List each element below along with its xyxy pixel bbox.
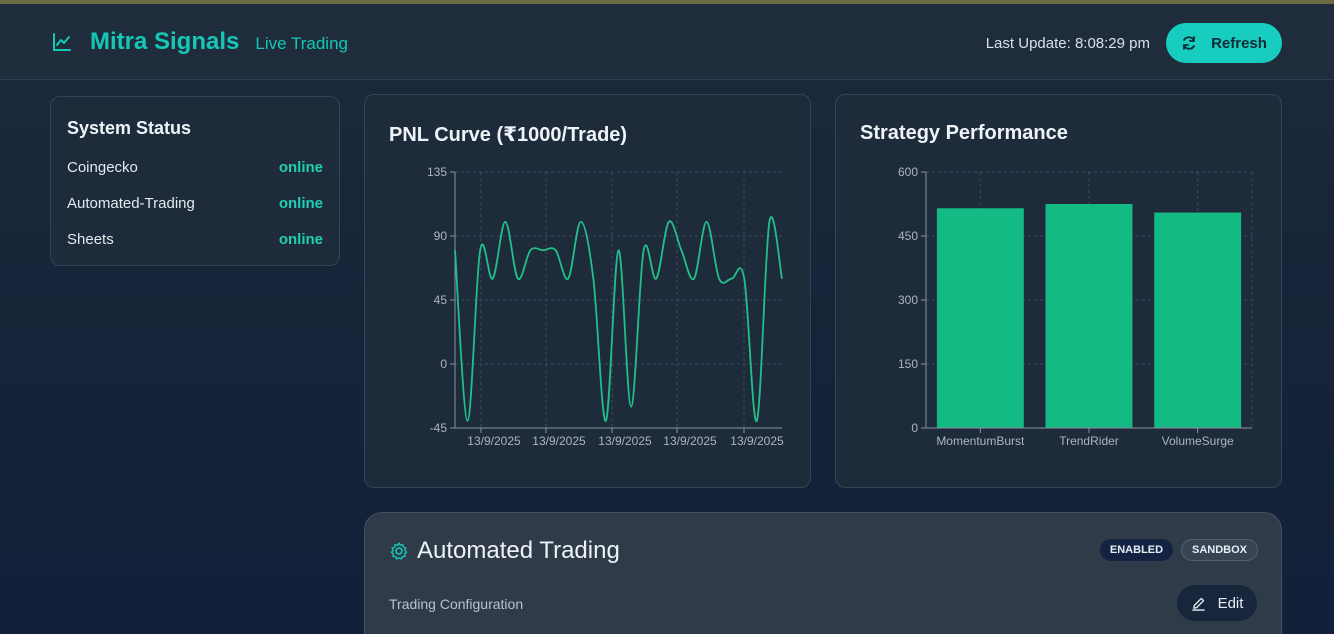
pencil-icon [1191, 597, 1205, 611]
x-tick-label: 13/9/2025 [532, 434, 586, 448]
service-state: online [278, 159, 323, 176]
pnl-curve-card: PNL Curve (₹1000/Trade) -45 0 45 90 135 13/9/… [364, 94, 811, 488]
y-tick-label: 135 [427, 165, 447, 179]
strategy-performance-card: Strategy Performance 0 150 300 450 600 Moment… [835, 94, 1282, 488]
y-tick-label: 90 [434, 229, 448, 243]
y-tick-label: 0 [911, 421, 918, 435]
performance-chart-title: Strategy Performance [860, 122, 1068, 144]
x-tick-label: 13/9/2025 [730, 434, 784, 448]
x-tick-label: TrendRider [1059, 434, 1119, 448]
x-tick-label: 13/9/2025 [598, 434, 652, 448]
service-state: online [278, 195, 323, 212]
y-tick-label: 600 [898, 165, 918, 179]
x-tick-label: 13/9/2025 [663, 434, 717, 448]
x-tick-label: VolumeSurge [1162, 434, 1234, 448]
brand-subtitle: Live Trading [255, 33, 348, 53]
enabled-badge: ENABLED [1100, 539, 1173, 561]
y-tick-label: 150 [898, 357, 918, 371]
y-tick-label: 450 [898, 229, 918, 243]
automated-trading-panel: Automated Trading ENABLED SANDBOX Tradin… [364, 512, 1282, 634]
y-tick-label: 300 [898, 293, 918, 307]
pnl-series-line [454, 216, 783, 422]
bar-trendrider [1045, 204, 1133, 428]
sandbox-badge: SANDBOX [1181, 539, 1258, 561]
status-row-coingecko: Coingecko online [67, 159, 323, 176]
edit-label: Edit [1217, 594, 1244, 612]
service-name: Coingecko [67, 159, 138, 176]
brand[interactable]: Mitra Signals Live Trading [52, 28, 348, 56]
service-name: Sheets [67, 231, 114, 248]
automated-trading-header: Automated Trading [389, 537, 620, 565]
refresh-label: Refresh [1211, 34, 1267, 52]
bar-volumesurge [1154, 212, 1242, 428]
status-row-sheets: Sheets online [67, 231, 323, 248]
system-status-card: System Status Coingecko online Automated… [50, 96, 340, 266]
trading-configuration-label: Trading Configuration [389, 596, 524, 612]
system-status-title: System Status [67, 118, 192, 138]
top-accent-strip [0, 0, 1334, 4]
pnl-chart-title: PNL Curve (₹1000/Trade) [389, 124, 628, 146]
brand-title: Mitra Signals [90, 28, 240, 55]
x-tick-label: MomentumBurst [936, 434, 1025, 448]
bar-momentumburst [936, 208, 1024, 428]
pnl-line-chart: -45 0 45 90 135 13/9/2025 13/9/2025 13/9/2025 13… [427, 165, 784, 448]
y-tick-label: 0 [440, 357, 447, 371]
app-header: Mitra Signals Live Trading Last Update: … [0, 4, 1334, 80]
x-tick-label: 13/9/2025 [467, 434, 521, 448]
y-tick-label: 45 [434, 293, 448, 307]
y-tick-label: -45 [430, 421, 448, 435]
chart-line-icon [53, 33, 71, 51]
automated-trading-title: Automated Trading [417, 537, 620, 564]
refresh-button[interactable]: Refresh [1166, 23, 1282, 63]
status-row-automated-trading: Automated-Trading online [67, 195, 323, 212]
gear-icon [390, 542, 408, 560]
service-name: Automated-Trading [67, 195, 195, 212]
service-state: online [278, 231, 323, 248]
refresh-icon [1183, 36, 1195, 50]
last-update-text: Last Update: 8:08:29 pm [985, 35, 1150, 52]
edit-button[interactable]: Edit [1177, 585, 1257, 621]
strategy-bar-chart: 0 150 300 450 600 MomentumBurst TrendRider Volu… [898, 165, 1253, 448]
